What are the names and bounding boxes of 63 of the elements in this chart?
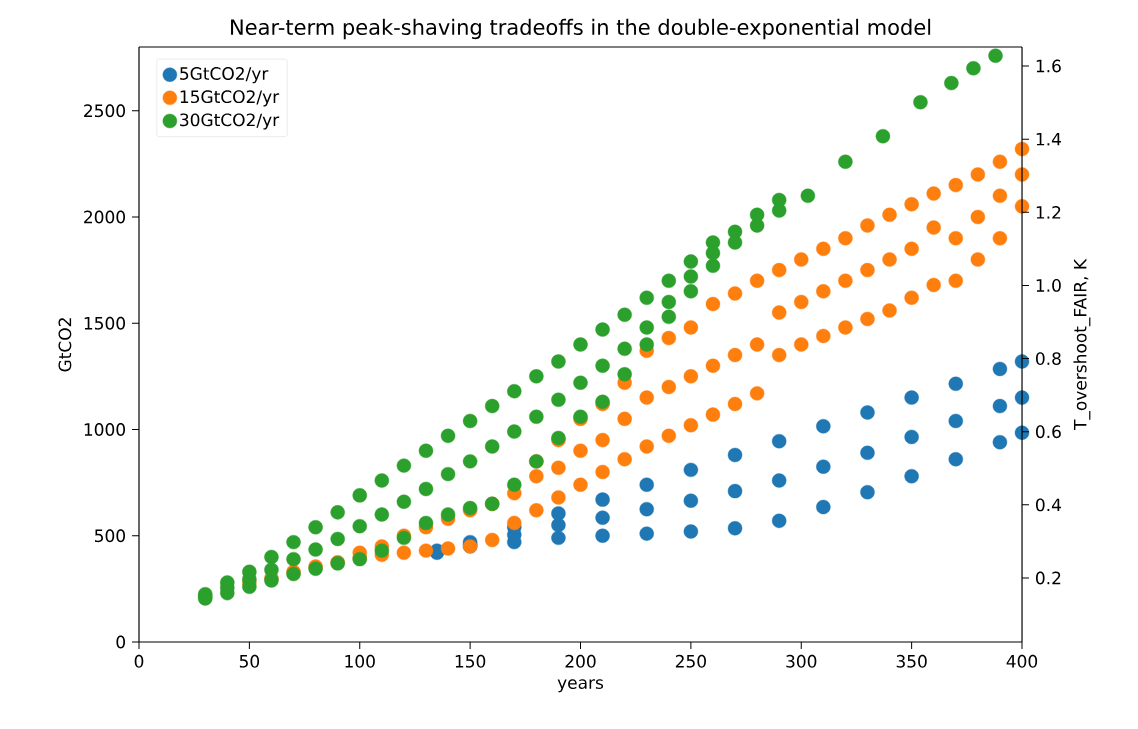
y2-tick-label: 0.8	[1036, 352, 1061, 365]
point	[639, 477, 654, 492]
point	[816, 419, 831, 434]
y-tick-label: 0	[116, 635, 126, 649]
x-tick-label: 250	[675, 654, 706, 668]
point	[992, 361, 1008, 377]
y-tick-label: 1500	[84, 316, 125, 330]
y2-tick-label: 1.4	[1036, 132, 1061, 146]
point	[948, 452, 963, 467]
point	[683, 462, 699, 478]
y2-tick-label: 0.6	[1036, 425, 1061, 439]
point	[992, 435, 1008, 450]
point	[860, 405, 875, 420]
y2-tick-label: 0.2	[1036, 571, 1061, 585]
point	[771, 513, 787, 529]
y-tick-label: 2000	[84, 210, 125, 224]
x-tick-label: 200	[565, 654, 596, 668]
point	[948, 376, 963, 392]
point	[904, 469, 919, 484]
y2-tick-label: 1.2	[1036, 205, 1061, 219]
x-tick-label: 0	[134, 654, 144, 668]
x-tick-label: 350	[896, 654, 927, 668]
point	[683, 524, 699, 539]
point	[1014, 390, 1030, 405]
y-tick-label: 2500	[84, 104, 125, 118]
chart-title: Near-term peak-shaving tradeoffs in the double-exponential model	[231, 18, 931, 40]
point	[727, 521, 743, 536]
point	[771, 433, 787, 449]
point	[948, 413, 963, 429]
point	[860, 445, 875, 461]
point	[816, 459, 831, 474]
legend-label: 5GtCO2/yr	[180, 67, 269, 84]
point	[727, 447, 743, 463]
legend-label: 15GtCO2/yr	[180, 90, 280, 107]
x-tick-label: 50	[239, 654, 260, 668]
point	[860, 484, 875, 500]
point	[771, 473, 787, 488]
x-tick-label: 300	[786, 654, 817, 668]
x-axis-title: years	[557, 679, 604, 693]
y-tick-label: 500	[95, 529, 125, 543]
x-tick-label: 100	[345, 654, 375, 668]
legend-label: 30GtCO2/yr	[180, 113, 280, 130]
y-axis-title: GtCO2	[58, 318, 72, 372]
x-tick-label: 400	[1006, 654, 1038, 668]
point	[816, 499, 831, 515]
point	[595, 492, 610, 507]
y-tick-label: 1000	[84, 423, 125, 436]
point	[551, 530, 566, 546]
y2-tick-label: 1.0	[1036, 279, 1061, 292]
point	[639, 526, 654, 541]
point	[595, 528, 610, 543]
point	[904, 429, 919, 445]
point	[639, 501, 654, 517]
point	[683, 493, 699, 508]
point	[992, 398, 1008, 414]
y2-tick-label: 1.6	[1036, 59, 1061, 73]
y2-axis-title: T_overshoot_FAIR, K	[1073, 258, 1091, 431]
y2-tick-label: 0.4	[1036, 498, 1061, 512]
point	[595, 510, 610, 525]
point	[727, 483, 743, 499]
x-tick-label: 150	[455, 654, 486, 668]
point	[551, 506, 566, 521]
point	[904, 390, 919, 405]
